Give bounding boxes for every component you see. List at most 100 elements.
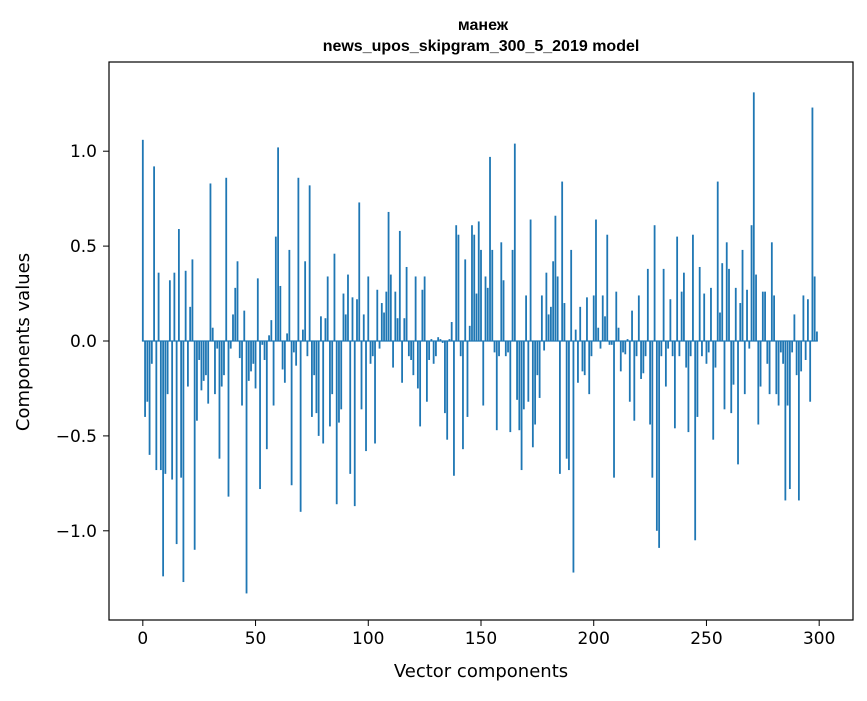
bar [416,341,419,389]
bar [486,287,489,341]
bar [653,225,656,341]
bar [500,242,503,341]
bar [689,341,692,357]
bar [297,177,300,341]
bar [795,341,798,376]
bar [545,272,548,341]
bar [205,341,207,376]
bar [464,259,467,341]
bar [525,295,527,341]
bar [518,341,521,431]
bar [741,249,744,341]
bar [177,229,180,341]
bar [750,225,753,341]
bar [220,341,223,387]
bar [761,291,764,341]
bar [200,341,203,391]
bar [568,341,570,471]
bar [333,253,336,341]
bar [737,341,739,465]
bar [586,297,588,341]
bar [507,341,509,353]
bar [746,289,748,341]
bar [410,341,413,360]
bar [549,306,552,341]
bar [635,341,638,357]
bar [211,327,214,341]
bar [223,341,225,376]
bar [353,341,356,507]
bar [146,341,149,402]
bar [680,291,683,341]
bar [651,341,654,478]
bar [777,341,780,406]
bar [809,341,812,402]
bar [216,341,219,349]
bar [261,341,264,345]
bar [304,261,307,341]
bar [631,310,633,341]
x-axis-ticks: 0 50 100 150 200 250 300 [137,620,835,649]
bar [279,285,282,341]
bar [473,234,476,341]
bar [313,341,316,376]
bar [288,249,291,341]
bar [254,341,257,389]
x-tick-label: 300 [803,629,835,649]
bar [590,341,593,357]
bar [311,341,313,417]
bar [671,341,674,357]
bar [504,341,507,357]
bar [768,341,771,395]
bar [376,289,379,341]
bar [250,341,252,372]
bar [428,341,431,360]
bar [730,341,733,414]
bar [365,341,367,452]
bar [457,234,460,341]
bar [193,341,196,550]
bar [565,341,568,459]
bar [480,249,482,341]
bar [180,341,183,478]
bar [597,327,600,341]
bar [646,268,649,341]
bar [626,339,629,341]
bar [606,234,609,341]
bar [198,341,201,360]
bar [516,341,518,400]
bar [574,329,577,341]
bar [430,339,433,341]
chart-subtitle: news_upos_skipgram_300_5_2019 model [323,38,640,55]
bar [175,341,178,545]
bar [468,325,471,341]
x-tick-label: 50 [245,629,267,649]
bar [360,341,363,410]
bar [144,341,146,417]
bar [669,299,672,341]
bar [716,181,719,341]
bar [599,341,602,349]
bar [540,295,543,341]
bar [522,341,525,410]
bar [604,316,606,341]
bar [561,181,564,341]
bar [270,320,273,341]
bar [369,341,372,364]
bar [714,341,717,368]
bar [349,341,352,474]
bar [495,341,498,431]
bar [800,341,803,372]
bar [471,225,473,341]
bar [425,341,428,402]
bar [238,341,241,359]
bar [414,276,417,341]
bar [637,295,640,341]
bar [509,341,512,433]
y-axis-ticks: −1.0 −0.5 0.0 0.5 1.0 [56,142,109,542]
bar [764,291,766,341]
bar [773,295,775,341]
bar [513,143,516,341]
bar [234,287,237,341]
bar [694,341,697,541]
